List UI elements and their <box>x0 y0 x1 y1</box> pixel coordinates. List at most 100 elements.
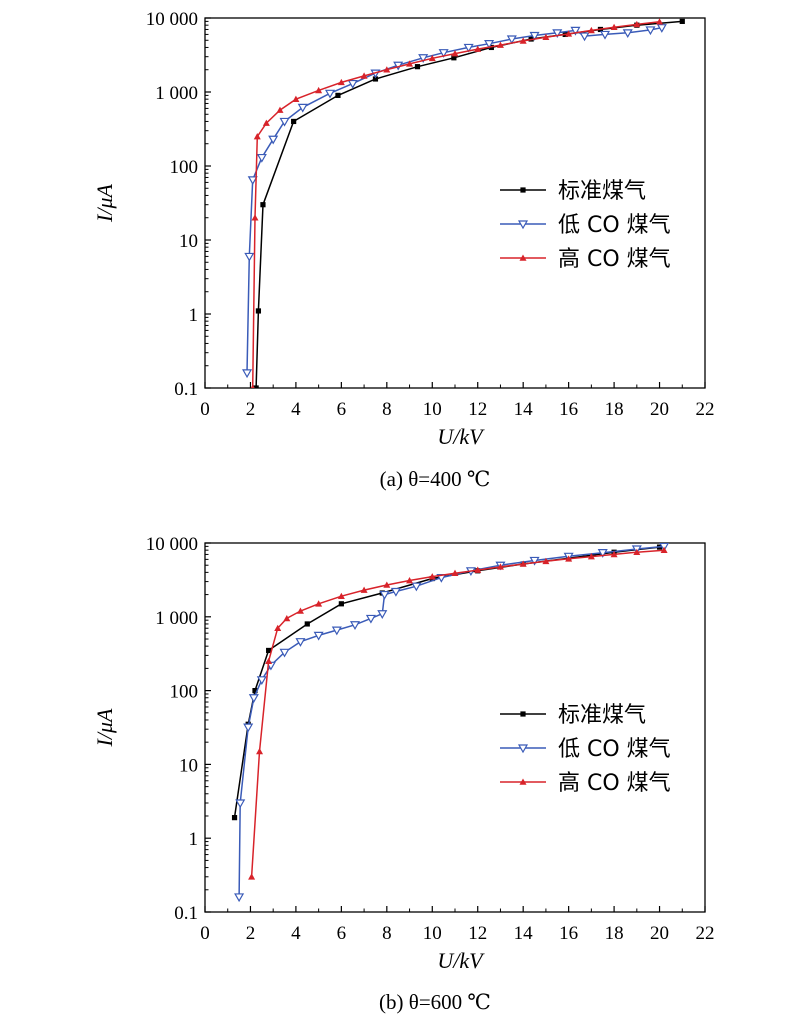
y-tick-label: 10 <box>179 755 198 776</box>
data-point <box>390 587 401 597</box>
x-tick-label: 10 <box>423 923 442 944</box>
data-point <box>451 50 459 57</box>
data-point <box>679 18 685 24</box>
data-point <box>463 43 474 53</box>
data-point <box>406 60 414 67</box>
x-tick-label: 2 <box>246 399 256 420</box>
data-point <box>506 35 517 45</box>
data-point <box>529 556 540 566</box>
data-point <box>519 37 527 44</box>
data-point <box>248 694 259 703</box>
x-tick-label: 8 <box>382 923 392 944</box>
data-point <box>633 548 641 556</box>
data-point <box>565 30 573 37</box>
data-point <box>315 600 323 607</box>
legend-marker <box>517 744 529 754</box>
legend-marker <box>519 254 527 261</box>
data-point <box>235 799 246 809</box>
y-tick-label: 1 000 <box>155 83 198 104</box>
data-point <box>247 176 258 186</box>
series-line <box>251 20 660 388</box>
y-tick-label: 100 <box>170 682 199 703</box>
legend-label: 标准煤气 <box>558 703 646 728</box>
data-point <box>484 40 495 49</box>
x-tick-label: 6 <box>337 923 347 944</box>
x-tick-label: 0 <box>200 399 210 420</box>
series-1 <box>253 18 685 388</box>
data-point <box>256 153 267 163</box>
x-tick-label: 22 <box>696 923 715 944</box>
data-point <box>266 647 272 654</box>
data-point <box>529 31 540 41</box>
data-point <box>262 119 270 126</box>
y-tick-label: 1 000 <box>155 608 198 629</box>
series-line <box>255 20 683 388</box>
data-point <box>297 103 308 113</box>
data-point <box>243 723 254 733</box>
x-axis-label: U/kV <box>437 948 485 973</box>
y-tick-label: 10 <box>179 231 198 252</box>
y-axis-label: I/μA <box>92 183 117 222</box>
data-point <box>496 563 504 570</box>
legend-marker <box>520 711 526 717</box>
x-tick-label: 16 <box>559 923 578 944</box>
data-point <box>337 78 345 86</box>
y-tick-label: 1 <box>189 305 199 326</box>
data-point <box>255 308 262 314</box>
data-point <box>622 29 633 39</box>
data-point <box>283 614 291 622</box>
data-point <box>656 24 667 33</box>
data-point <box>295 638 306 647</box>
x-tick-label: 6 <box>337 399 347 420</box>
x-tick-label: 22 <box>696 399 715 420</box>
data-point <box>451 55 457 61</box>
data-point <box>279 117 290 127</box>
data-point <box>250 384 255 388</box>
x-tick-label: 4 <box>291 923 301 944</box>
data-point <box>360 72 368 79</box>
data-point <box>474 566 482 573</box>
data-point <box>360 586 368 593</box>
legend-label: 标准煤气 <box>558 179 646 204</box>
x-tick-label: 14 <box>514 923 534 944</box>
x-tick-label: 2 <box>246 923 256 944</box>
data-point <box>552 29 563 39</box>
legend-marker <box>517 220 529 230</box>
data-point <box>428 573 436 580</box>
data-point <box>414 64 421 70</box>
data-point <box>428 54 436 62</box>
data-point <box>406 577 414 584</box>
series-line <box>238 545 665 897</box>
data-point <box>587 553 595 560</box>
y-tick-label: 10 000 <box>146 9 198 30</box>
data-point <box>610 23 618 31</box>
data-point <box>268 135 279 145</box>
data-point <box>451 569 459 576</box>
chart-panel-1: 0 2 4 6 8 10 12 14 16 18 20 22 0.1 1 10 100 1 000 10 000 U… <box>92 9 715 491</box>
legend-label: 低 CO 煤气 <box>558 213 671 238</box>
y-tick-label: 10 000 <box>146 534 198 555</box>
data-point <box>313 631 324 641</box>
data-point <box>338 601 344 607</box>
data-point <box>248 873 256 880</box>
data-point <box>610 550 618 558</box>
data-point <box>519 560 527 567</box>
y-tick-label: 0.1 <box>174 903 198 924</box>
x-tick-label: 20 <box>650 923 669 944</box>
data-point <box>274 624 282 632</box>
x-tick-label: 20 <box>650 399 669 420</box>
series-line <box>246 26 662 373</box>
data-point <box>337 592 345 600</box>
y-tick-label: 100 <box>170 157 199 178</box>
legend-label: 高 CO 煤气 <box>558 771 671 796</box>
data-point <box>542 33 550 41</box>
x-tick-label: 12 <box>468 923 487 944</box>
legend-marker <box>520 187 526 193</box>
data-point <box>279 648 290 658</box>
data-point <box>372 76 379 82</box>
x-tick-label: 18 <box>605 923 624 944</box>
data-point <box>418 54 429 63</box>
data-point <box>260 202 266 208</box>
data-point <box>296 607 304 614</box>
